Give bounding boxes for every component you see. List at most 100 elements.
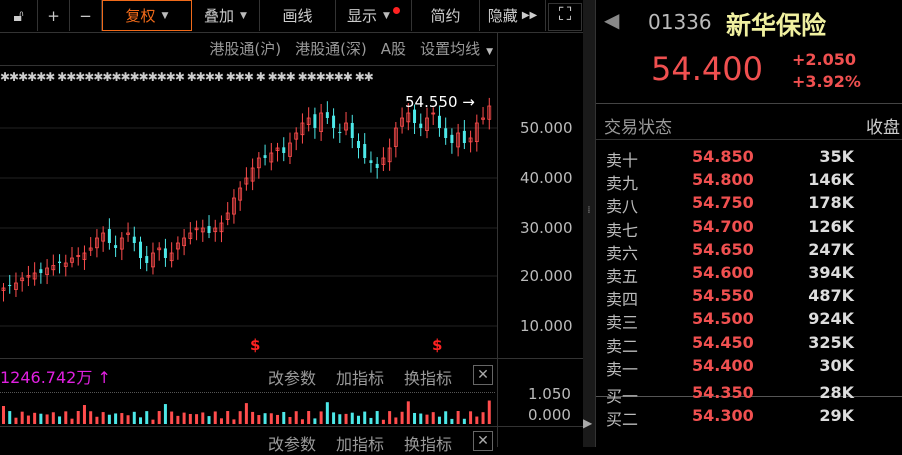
toolbar-button-7[interactable]: 简约	[412, 0, 480, 31]
level: 卖二	[606, 336, 639, 356]
volume-bar	[95, 416, 99, 424]
add-indicator-button[interactable]: 加指标	[336, 369, 385, 388]
toolbar-button-2[interactable]: −	[70, 0, 102, 31]
orderbook-row[interactable]: 卖五 54.600 394K	[606, 263, 896, 287]
toolbar-button-5[interactable]: 画线	[260, 0, 336, 31]
tab-a-share[interactable]: A股	[380, 40, 407, 58]
orderbook-row[interactable]: 卖九 54.800 146K	[606, 170, 896, 194]
volume-bar	[20, 411, 24, 424]
tab-hk-connect-sh[interactable]: 港股通(沪)	[209, 40, 282, 58]
caret-down-icon: ▼	[240, 10, 247, 21]
edit-params-button[interactable]: 改参数	[268, 435, 317, 454]
candle	[313, 114, 317, 128]
volume-bar	[431, 412, 435, 424]
candle	[487, 105, 492, 120]
volume-bar	[406, 401, 410, 424]
close-icon[interactable]: ✕	[473, 431, 493, 451]
toolbar-button-1[interactable]: +	[38, 0, 70, 31]
volume-bar	[238, 411, 242, 424]
volume-bar	[363, 411, 367, 424]
orderbook-row[interactable]: 卖六 54.650 247K	[606, 240, 896, 264]
toolbar-button-8[interactable]: 隐藏 ▶▶	[480, 0, 546, 31]
price: 54.300	[692, 406, 754, 426]
orderbook-row[interactable]: 卖十 54.850 35K	[606, 147, 896, 171]
splitter[interactable]: ⁞ ▶	[583, 0, 595, 447]
orderbook-row[interactable]: 卖七 54.700 126K	[606, 217, 896, 241]
orderbook-row[interactable]: 卖八 54.750 178K	[606, 193, 896, 217]
candle	[369, 160, 373, 163]
level: 买二	[606, 410, 639, 430]
change-indicator-button[interactable]: 换指标	[404, 435, 453, 454]
fullscreen-icon[interactable]: ⛶	[548, 3, 582, 31]
level: 卖七	[606, 220, 639, 240]
dividend-marker[interactable]: $	[432, 336, 443, 354]
add-indicator-button[interactable]: 加指标	[336, 435, 385, 454]
price-tick: 50.000	[520, 119, 573, 137]
toolbar-button-4[interactable]: 叠加 ▼	[192, 0, 260, 31]
volume: 325K	[808, 332, 854, 352]
orderbook-row[interactable]: 卖四 54.550 487K	[606, 286, 896, 310]
candle	[238, 187, 243, 201]
orderbook-row[interactable]: 买一 54.350 28K	[606, 383, 896, 407]
volume-bar	[456, 411, 460, 424]
candle	[350, 122, 354, 138]
dividend-marker[interactable]: $	[250, 336, 261, 354]
price: 54.550	[692, 286, 754, 306]
orderbook-row[interactable]: 卖二 54.450 325K	[606, 333, 896, 357]
volume-bar	[232, 419, 236, 424]
volume-bar	[226, 411, 230, 424]
price: 54.650	[692, 239, 754, 259]
volume-bar	[394, 417, 398, 424]
candle	[51, 265, 56, 271]
change-indicator-button[interactable]: 换指标	[404, 369, 453, 388]
volume-bar	[450, 418, 454, 424]
candle	[151, 252, 155, 268]
candle	[344, 122, 348, 131]
candle	[468, 137, 473, 143]
notification-dot	[392, 7, 400, 14]
candle	[26, 275, 31, 278]
toolbar: 🔓︎ + − 复权 ▼ 叠加 ▼ 画线 显示 ▼ 简约 隐藏 ▶▶	[0, 0, 583, 33]
candle	[282, 147, 286, 153]
tab-hk-connect-sz[interactable]: 港股通(深)	[295, 40, 367, 58]
ma-settings[interactable]: 设置均线 ▼	[420, 40, 493, 58]
price-chart	[0, 97, 497, 424]
caret-down-icon: ▼	[161, 10, 169, 21]
edit-params-button[interactable]: 改参数	[268, 369, 317, 388]
volume-bar	[487, 400, 491, 424]
price: 54.400	[692, 355, 754, 375]
candle	[1, 287, 6, 291]
toolbar-button-0[interactable]: 🔓︎	[0, 0, 38, 31]
candle	[431, 112, 436, 115]
candle	[157, 247, 162, 251]
status-value: 收盘	[866, 118, 900, 138]
orderbook-row[interactable]: 卖一 54.400 30K	[606, 356, 896, 380]
candle	[319, 112, 324, 132]
ma-legend-obscured: ✱✱✱✱✱✱ ✱✱✱✱✱✱✱✱✱✱✱✱✱✱ ✱✱✱✱ ✱✱✱ ✱ ✱✱✱ ✱✱✱…	[0, 70, 374, 84]
volume-bar	[114, 413, 118, 424]
volume: 146K	[808, 170, 854, 190]
orderbook-row[interactable]: 买二 54.300 29K	[606, 406, 896, 430]
toolbar-button-3[interactable]: 复权 ▼	[102, 0, 192, 31]
volume-bar	[282, 411, 286, 424]
status-label: 交易状态	[604, 118, 672, 138]
sub-bar: 港股通(沪) 港股通(深) A股 设置均线 ▼	[137, 38, 493, 59]
volume-bar	[170, 411, 174, 424]
candle	[450, 134, 454, 143]
close-icon[interactable]: ✕	[473, 365, 493, 385]
volume-bar	[257, 415, 261, 424]
price: 54.350	[692, 383, 754, 402]
orderbook-row[interactable]: 卖三 54.500 924K	[606, 309, 896, 333]
volume: 29K	[819, 406, 854, 426]
candle	[58, 261, 62, 263]
candle	[244, 177, 249, 185]
prev-stock-icon[interactable]: ◀	[604, 8, 620, 32]
level: 卖九	[606, 174, 639, 194]
volume-bar	[157, 411, 161, 424]
candle	[107, 229, 111, 243]
candle	[288, 142, 292, 157]
candle	[20, 277, 25, 282]
toolbar-button-6[interactable]: 显示 ▼	[336, 0, 412, 31]
volume: 247K	[808, 239, 854, 259]
price-tick: 20.000	[520, 267, 573, 285]
